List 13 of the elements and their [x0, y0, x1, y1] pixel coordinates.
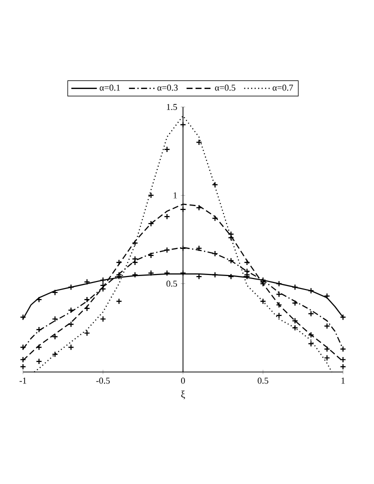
legend-label: α=0.7 — [272, 84, 294, 91]
legend-label: α=0.3 — [157, 84, 178, 91]
legend-label: α=0.1 — [100, 84, 120, 91]
x-tick-label: 0.5 — [258, 378, 268, 384]
x-tick-label: 0 — [181, 378, 185, 384]
x-tick-label: -1 — [20, 378, 26, 384]
x-axis-title: ξ — [181, 390, 185, 400]
y-tick-label: 1.5 — [166, 104, 178, 110]
y-tick-label: 1 — [174, 192, 177, 198]
legend-label: α=0.5 — [215, 84, 236, 91]
x-tick-label: 1 — [342, 378, 345, 384]
y-tick-label: 0.5 — [166, 280, 178, 287]
x-tick-label: -0.5 — [96, 378, 110, 384]
